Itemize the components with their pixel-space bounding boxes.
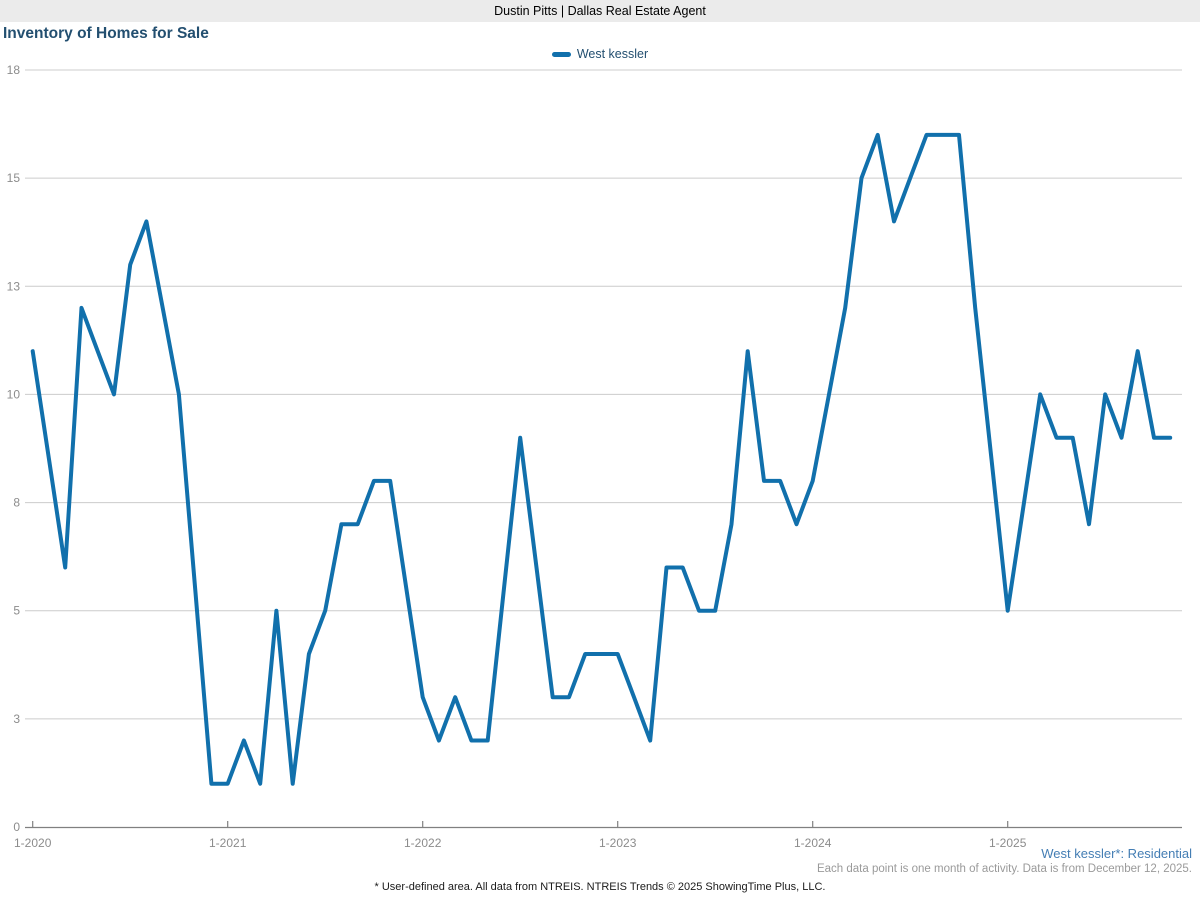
y-axis-label: 8 <box>13 496 20 510</box>
y-axis-label: 3 <box>13 712 20 726</box>
y-axis-label: 13 <box>7 279 21 293</box>
header-bar: Dustin Pitts | Dallas Real Estate Agent <box>0 0 1200 22</box>
legend: West kessler <box>0 47 1200 61</box>
y-axis-label: 5 <box>13 604 20 618</box>
x-axis-label: 1-2021 <box>209 836 247 850</box>
y-axis-label: 0 <box>13 820 20 834</box>
legend-label: West kessler <box>576 47 649 61</box>
footer-data-note: Each data point is one month of activity… <box>816 863 1192 875</box>
series-line-west-kessler <box>30 132 1173 786</box>
header-title: Dustin Pitts | Dallas Real Estate Agent <box>494 4 706 18</box>
line-chart-plot-area: 0 3 5 8 10 13 15 18 1-2020 1-2021 1-2022 1-2023 1-20… <box>7 63 1182 850</box>
x-axis-label: 1-2020 <box>14 836 52 850</box>
footer-disclaimer: * User-defined area. All data from NTREI… <box>374 881 826 893</box>
x-axis-label: 1-2024 <box>794 836 832 850</box>
y-axis-label: 18 <box>7 63 21 77</box>
y-axis-label: 10 <box>7 387 21 401</box>
footer-series-note: West kessler*: Residential <box>1041 846 1192 861</box>
x-axis-label: 1-2022 <box>404 836 442 850</box>
legend-line-marker-icon <box>551 51 571 57</box>
y-axis-label: 15 <box>7 171 21 185</box>
x-axis-label: 1-2023 <box>599 836 637 850</box>
chart-title: Inventory of Homes for Sale <box>3 25 209 42</box>
x-axis-label: 1-2025 <box>989 836 1027 850</box>
